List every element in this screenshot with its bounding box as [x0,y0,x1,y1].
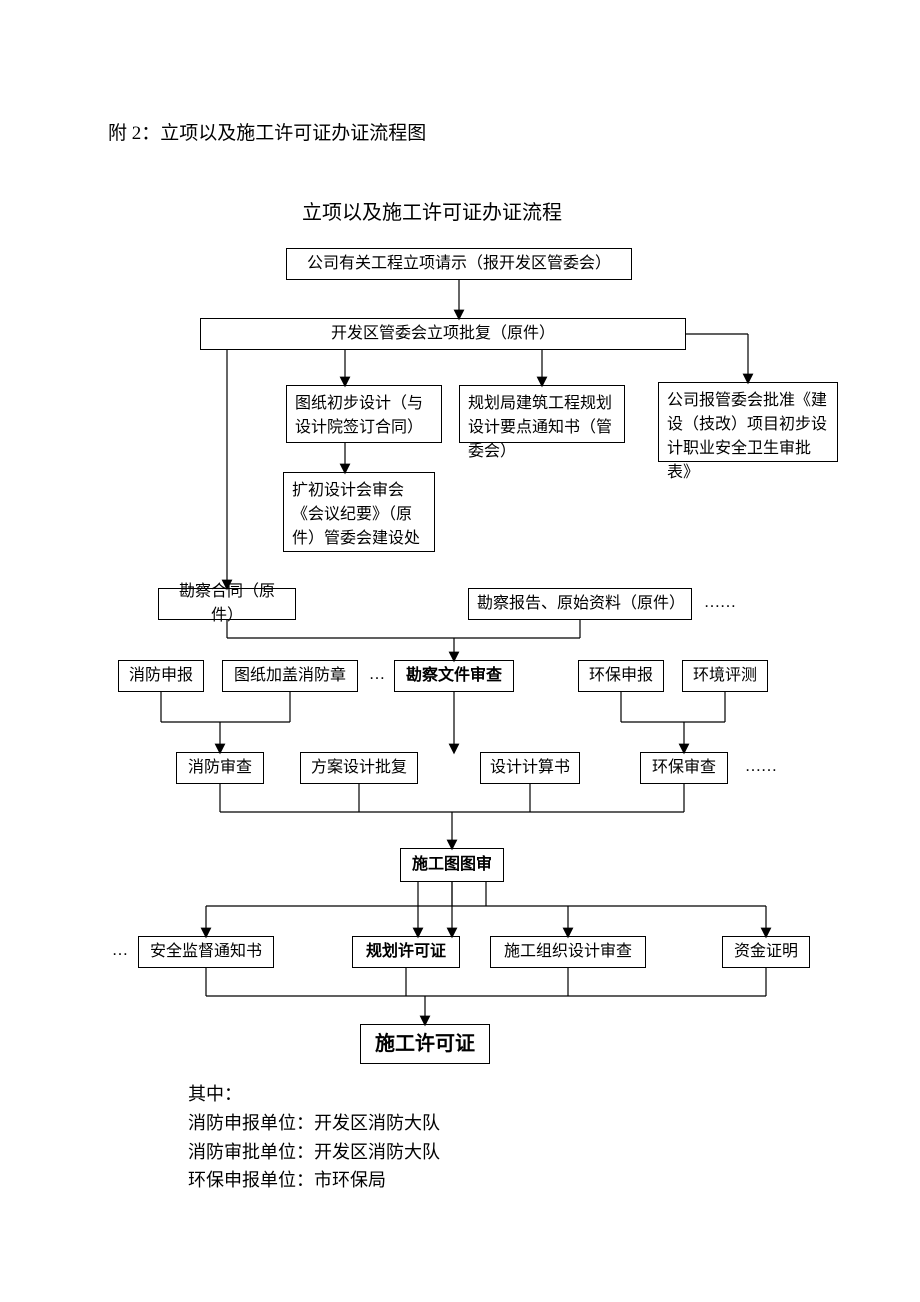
node-construction-drawing-review: 施工图图审 [400,848,504,882]
node-drawing-design: 图纸初步设计（与设计院签订合同） [286,385,442,443]
node-meeting-minutes: 扩初设计会审会《会议纪要》（原件）管委会建设处 [283,472,435,552]
node-survey-review: 勘察文件审查 [394,660,514,692]
node-env-declare: 环保申报 [578,660,664,692]
node-calc-book: 设计计算书 [480,752,580,784]
chart-title: 立项以及施工许可证办证流程 [302,196,562,225]
node-scheme-reply: 方案设计批复 [300,752,418,784]
ellipsis-4: … [112,942,128,960]
node-safety-approval: 公司报管委会批准《建设（技改）项目初步设计职业安全卫生审批表》 [658,382,838,462]
node-construction-org-review: 施工组织设计审查 [490,936,646,968]
notes-line-3: 环保申报单位：市环保局 [188,1166,440,1195]
notes-block: 其中： 消防申报单位：开发区消防大队 消防审批单位：开发区消防大队 环保申报单位… [188,1080,440,1195]
ellipsis-1: …… [704,594,736,612]
notes-line-0: 其中： [188,1080,440,1109]
node-safety-notice: 安全监督通知书 [138,936,274,968]
node-planning-notice: 规划局建筑工程规划设计要点通知书（管委会） [459,385,625,443]
notes-line-2: 消防审批单位：开发区消防大队 [188,1138,440,1167]
node-survey-report: 勘察报告、原始资料（原件） [468,588,692,620]
node-fire-review: 消防审查 [176,752,264,784]
node-planning-permit: 规划许可证 [352,936,460,968]
node-funding-proof: 资金证明 [722,936,810,968]
node-survey-contract: 勘察合同（原件） [158,588,296,620]
node-request: 公司有关工程立项请示（报开发区管委会） [286,248,632,280]
notes-line-1: 消防申报单位：开发区消防大队 [188,1109,440,1138]
node-fire-declare: 消防申报 [118,660,204,692]
page-heading: 附 2：立项以及施工许可证办证流程图 [108,118,426,145]
node-env-assess: 环境评测 [682,660,768,692]
node-approval: 开发区管委会立项批复（原件） [200,318,686,350]
node-construction-permit: 施工许可证 [360,1024,490,1064]
node-fire-stamp: 图纸加盖消防章 [222,660,358,692]
ellipsis-2: … [369,666,385,684]
flowchart-page: 附 2：立项以及施工许可证办证流程图 立项以及施工许可证办证流程 公司有关工程立… [0,0,920,1302]
node-env-review: 环保审查 [640,752,728,784]
ellipsis-3: …… [745,758,777,776]
